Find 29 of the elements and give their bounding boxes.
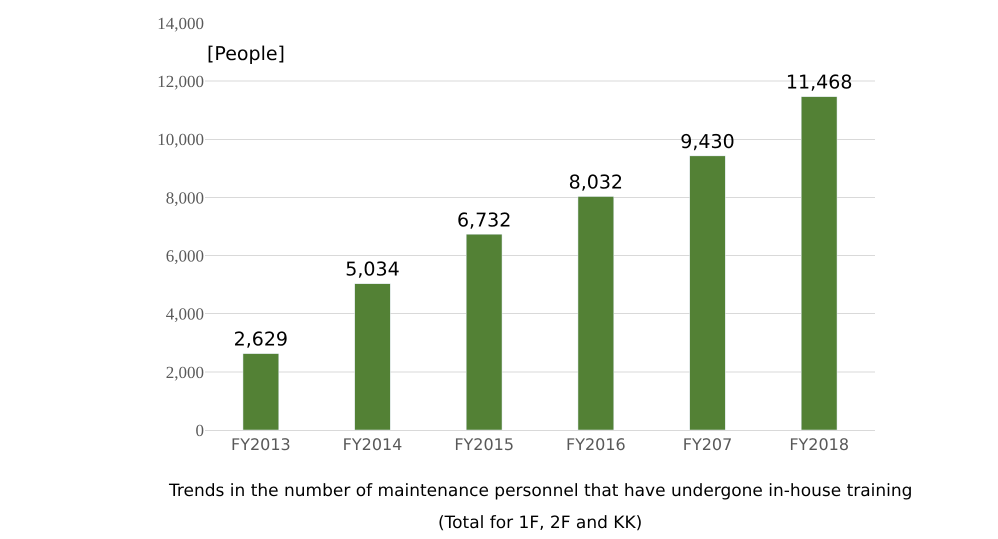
y-tick-label: 4,000	[166, 304, 204, 324]
y-axis-title: [People]	[207, 43, 285, 65]
y-tick-label: 12,000	[157, 72, 204, 92]
bar	[354, 283, 391, 430]
data-label: 6,732	[456, 209, 512, 232]
text: (Total for 1F, 2F and KK)	[438, 513, 642, 533]
y-tick-label: 2,000	[166, 362, 204, 382]
y-tick-label: 14,000	[157, 14, 204, 33]
x-tick-label: FY207	[682, 435, 732, 454]
x-tick-label: FY2016	[566, 435, 626, 454]
data-label: 11,468	[786, 72, 852, 94]
bar	[689, 156, 726, 430]
y-tick-label: 8,000	[166, 188, 204, 208]
bar	[242, 353, 279, 430]
data-label: 5,034	[345, 258, 400, 281]
data-label: 9,430	[680, 130, 735, 153]
text: Trends in the number of maintenance personnel that have undergone in-house training	[168, 481, 912, 501]
y-tick-label: 6,000	[166, 246, 204, 266]
y-tick-label: 10,000	[157, 130, 204, 150]
x-tick-label: FY2015	[454, 435, 514, 454]
x-tick-label: FY2018	[789, 435, 850, 454]
bar	[578, 196, 614, 430]
bar	[801, 96, 838, 430]
data-label: 8,032	[568, 172, 624, 194]
x-tick-label: FY2013	[230, 435, 291, 454]
data-label: 2,629	[234, 328, 288, 351]
bar	[466, 234, 502, 430]
y-tick-label: 0	[196, 420, 204, 440]
x-tick-label: FY2014	[342, 435, 402, 454]
